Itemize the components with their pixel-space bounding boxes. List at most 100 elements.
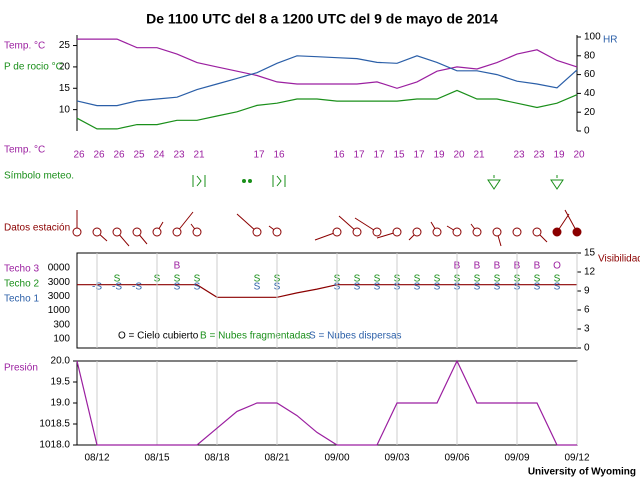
- temperature-label: 23: [173, 150, 185, 161]
- station-circle: [112, 227, 122, 237]
- temperature-label: 16: [273, 150, 285, 161]
- temperature-label: 15: [393, 150, 405, 161]
- cloud-code: S: [374, 282, 381, 293]
- station-circle: [492, 227, 502, 237]
- visibility-label: Visibilidad: [598, 254, 640, 265]
- y-tick-label: 1018.0: [39, 440, 70, 451]
- row-label: Símbolo meteo.: [4, 171, 74, 182]
- temperature-label: 17: [353, 150, 365, 161]
- cloud-code: S: [554, 274, 561, 285]
- series-label: P de rocio °C: [4, 62, 63, 73]
- ceiling-label: 300: [53, 319, 70, 330]
- y-tick-label: 10: [59, 104, 71, 115]
- cloud-code: S: [354, 282, 361, 293]
- series-label: Temp. °C: [4, 41, 45, 52]
- cloud-code: S: [554, 282, 561, 293]
- temperature-label: 26: [93, 150, 105, 161]
- station-circle: [412, 227, 422, 237]
- temperature-label: 26: [73, 150, 85, 161]
- station-circle: [152, 227, 162, 237]
- station-circle: [432, 227, 442, 237]
- station-circle: [552, 227, 562, 237]
- station-circle: [372, 227, 382, 237]
- cloud-code: S: [354, 274, 361, 285]
- rain-symbol: [242, 179, 246, 183]
- cloud-code: S: [254, 274, 261, 285]
- temperature-label: 26: [113, 150, 125, 161]
- station-circle: [272, 227, 282, 237]
- station-circle: [192, 227, 202, 237]
- station-circle: [512, 227, 522, 237]
- y-tick-label: 12: [584, 267, 596, 278]
- station-circle: [352, 227, 362, 237]
- y2-tick-label: 0: [584, 126, 590, 137]
- shower-symbol: [487, 175, 501, 190]
- temperature-label: 17: [413, 150, 425, 161]
- y-tick-label: 9: [584, 286, 590, 297]
- station-circle: [252, 227, 262, 237]
- row-label: Datos estación: [4, 223, 70, 234]
- y-tick-label: 15: [59, 83, 71, 94]
- cloud-code: S: [534, 274, 541, 285]
- cloud-code: S: [414, 282, 421, 293]
- cloud-code: -S: [132, 282, 142, 293]
- cloud-code: S: [534, 282, 541, 293]
- temperature-label: 21: [473, 150, 485, 161]
- cloud-code: S: [194, 274, 201, 285]
- y-tick-label: 1018.5: [39, 419, 70, 430]
- ceiling-label: 0000: [48, 263, 71, 274]
- station-models: [72, 209, 582, 247]
- visibility-line: [77, 284, 577, 298]
- x-tick-label: 08/12: [84, 453, 109, 464]
- station-circle: [92, 227, 102, 237]
- station-circle: [532, 227, 542, 237]
- series-line: [76, 359, 577, 446]
- y-tick-label: 19.0: [51, 398, 71, 409]
- cloud-code: S: [494, 274, 501, 285]
- x-tick-label: 09/00: [324, 453, 349, 464]
- thunder-symbol: [272, 175, 286, 187]
- temperature-label: 25: [133, 150, 145, 161]
- x-tick-label: 09/03: [384, 453, 409, 464]
- y-tick-label: 25: [59, 40, 71, 51]
- x-tick-label: 08/18: [204, 453, 229, 464]
- cloud-code: O: [553, 261, 561, 272]
- cloud-code: B: [494, 261, 501, 272]
- y2-tick-label: 80: [584, 50, 596, 61]
- cloud-code: S: [114, 274, 121, 285]
- weather-symbols: [192, 175, 564, 190]
- temperature-label: 19: [433, 150, 445, 161]
- cloud-code: S: [434, 274, 441, 285]
- wind-barbs: [76, 209, 578, 247]
- cloud-code: -S: [112, 282, 122, 293]
- rain-symbol: [248, 179, 252, 183]
- legend-entry: B = Nubes fragmentadas: [200, 331, 311, 342]
- temperature-label: 20: [573, 150, 585, 161]
- y-tick-label: 20: [59, 62, 71, 73]
- layer-label: Techo 3: [4, 264, 39, 275]
- cloud-code: S: [174, 274, 181, 285]
- station-circle: [572, 227, 582, 237]
- cloud-code: B: [534, 261, 541, 272]
- cloud-code: B: [174, 261, 181, 272]
- temperature-label: 17: [253, 150, 265, 161]
- ceiling-label: 1000: [48, 305, 71, 316]
- y-tick-label: 0: [584, 343, 590, 354]
- y-tick-label: 6: [584, 305, 590, 316]
- footer: University of Wyoming: [528, 467, 636, 478]
- temperature-label: 23: [533, 150, 545, 161]
- y2-tick-label: 60: [584, 69, 596, 80]
- thunder-symbol: [192, 175, 206, 187]
- temperature-label: 23: [513, 150, 525, 161]
- row-label: Temp. °C: [4, 145, 45, 156]
- series-line: [76, 89, 578, 130]
- legend-entry: O = Cielo cubierto: [118, 331, 199, 342]
- cloud-code: S: [474, 282, 481, 293]
- y2-tick-label: 100: [584, 32, 601, 43]
- legend-entry: S = Nubes dispersas: [309, 331, 402, 342]
- cloud-code: S: [254, 282, 261, 293]
- ceiling-label: 100: [53, 334, 70, 345]
- y-tick-label: 20.0: [51, 356, 71, 367]
- layer-label: Techo 1: [4, 294, 39, 305]
- ceiling-label: 3000: [48, 277, 71, 288]
